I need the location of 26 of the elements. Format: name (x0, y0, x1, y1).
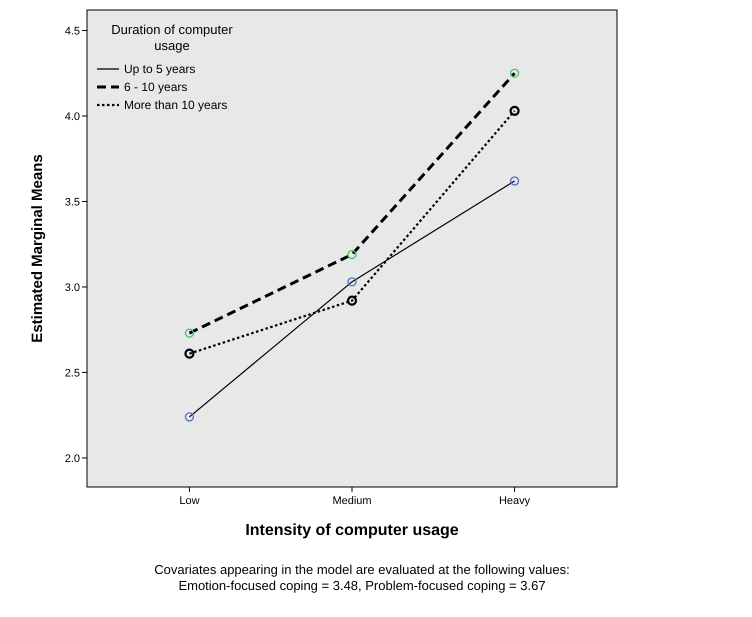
y-tick-label: 3.0 (64, 282, 80, 294)
y-tick-label: 4.0 (64, 110, 80, 123)
point (510, 176, 520, 186)
text: Emotion-focused coping = 3.48, Problem-focused coping = 3.67 (178, 578, 546, 593)
y-tick-label: 2.0 (64, 452, 80, 465)
point (184, 412, 194, 422)
point (347, 277, 357, 286)
x-tick-label: Medium (332, 495, 372, 507)
legend-label: More than 10 years (124, 98, 228, 112)
point (346, 296, 358, 306)
x-tick-label: Heavy (498, 495, 531, 507)
point (347, 250, 357, 260)
point (184, 348, 195, 359)
x-tick-label: Low (179, 495, 200, 507)
y-axis-title: Estimated Marginal Means (29, 154, 46, 343)
y-tick-label: 4.5 (64, 25, 80, 38)
y-tick-label: 3.5 (64, 196, 80, 208)
y-tick-label: 2.5 (64, 367, 80, 380)
x-axis-title: Intensity of computer usage (245, 522, 459, 539)
legend-title: Duration of computer usage (111, 22, 234, 53)
legend-label: Up to 5 years (124, 62, 196, 76)
point (509, 106, 520, 116)
text: Covariates appearing in the model are evaluated at the following values: (154, 562, 570, 577)
point (184, 328, 194, 338)
legend-label: 6 - 10 years (124, 80, 188, 94)
point (510, 68, 520, 78)
